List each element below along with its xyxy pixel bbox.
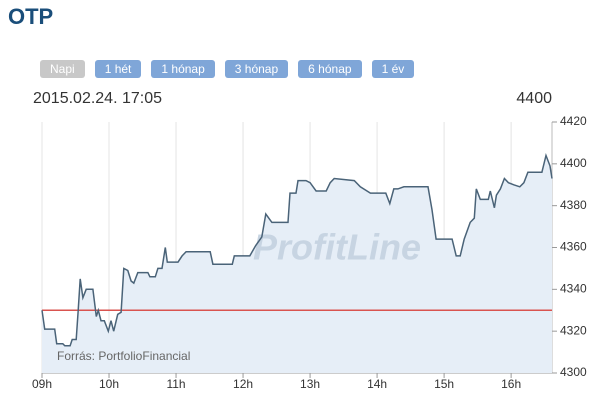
period-button[interactable]: 1 hét (94, 60, 142, 78)
period-button[interactable]: 1 év (371, 60, 415, 78)
area (42, 155, 552, 373)
source: Forrás: PortfolioFinancial (57, 349, 190, 363)
y-tick-label: 4420 (560, 114, 587, 128)
y-tick-label: 4380 (560, 198, 587, 212)
title: OTP (8, 4, 54, 29)
period-button[interactable]: 3 hónap (224, 60, 289, 78)
period-button[interactable]: 6 hónap (298, 60, 362, 78)
price-line (41, 152, 553, 347)
y-tick-label: 4320 (560, 323, 587, 337)
y-tick-label: 4360 (560, 240, 587, 254)
x-tick-label: 09h (32, 377, 52, 391)
x-tick-label: 13h (300, 377, 320, 391)
x-tick-label: 12h (233, 377, 253, 391)
last-value: 4400 (516, 90, 552, 107)
y-tick-label: 4300 (560, 365, 587, 379)
y-tick-label: 4400 (560, 156, 587, 170)
x-tick-label: 15h (434, 377, 454, 391)
period-button[interactable]: Napi (40, 60, 85, 78)
x-tick-label: 14h (367, 377, 387, 391)
y-tick-label: 4340 (560, 282, 587, 296)
x-tick-label: 11h (166, 377, 185, 391)
period-buttons: Napi 1 hét 1 hónap 3 hónap 6 hónap 1 év (40, 60, 415, 78)
period-button[interactable]: 1 hónap (151, 60, 215, 78)
watermark: ProfitLine (253, 227, 421, 268)
timestamp: 2015.02.24. 17:05 (33, 90, 163, 107)
x-tick-label: 16h (501, 377, 521, 391)
x-tick-label: 10h (99, 377, 119, 391)
